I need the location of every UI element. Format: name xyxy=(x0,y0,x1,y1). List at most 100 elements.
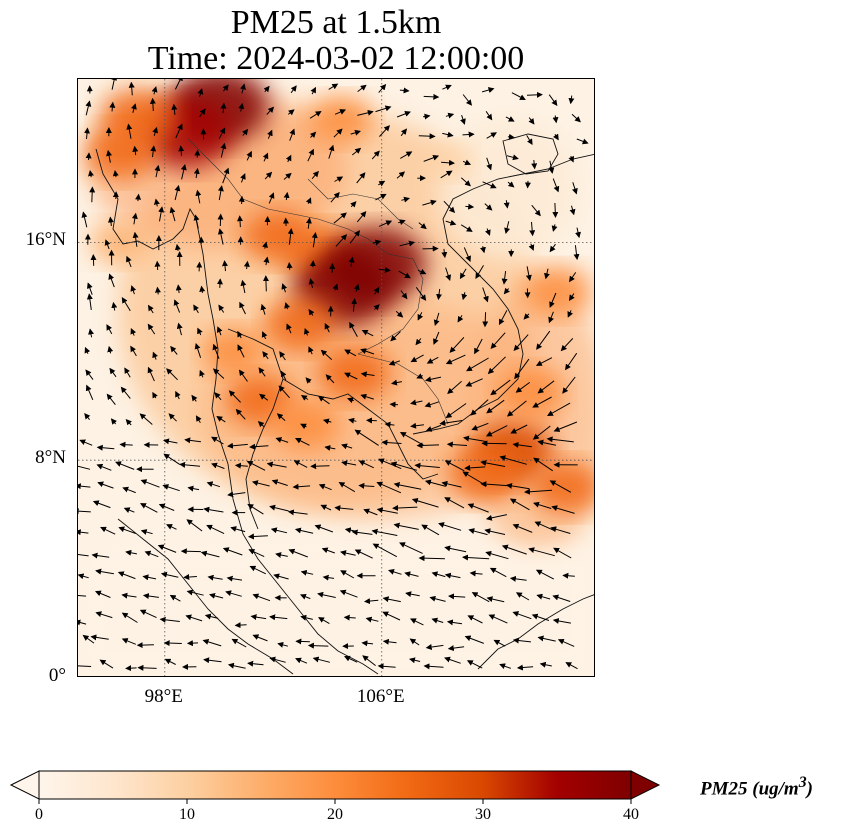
wind-arrow xyxy=(308,278,315,289)
wind-arrow xyxy=(106,149,113,163)
wind-arrow xyxy=(409,638,420,646)
wind-arrow xyxy=(532,425,551,440)
wind-arrow xyxy=(199,369,205,378)
wind-arrow xyxy=(321,547,335,554)
wind-arrow xyxy=(96,463,112,471)
wind-arrow xyxy=(304,327,310,336)
wind-arrow xyxy=(481,87,495,93)
wind-arrow xyxy=(263,256,270,266)
wind-arrow xyxy=(424,401,440,408)
wind-arrow xyxy=(314,524,334,533)
wind-arrow xyxy=(536,330,551,350)
wind-arrow xyxy=(441,248,448,259)
wind-arrow xyxy=(238,102,245,112)
wind-arrow xyxy=(106,324,113,335)
wind-arrow xyxy=(89,186,96,203)
wind-arrow xyxy=(349,321,358,337)
wind-arrow xyxy=(234,622,247,629)
wind-arrow xyxy=(307,148,314,162)
wind-arrow xyxy=(187,485,200,492)
map-title-line2: Time: 2024-03-02 12:00:00 xyxy=(147,40,525,77)
wind-arrow xyxy=(410,354,424,363)
latitude-label: 0° xyxy=(48,665,66,686)
wind-arrow xyxy=(227,442,248,449)
wind-arrow xyxy=(269,504,289,512)
wind-arrow xyxy=(147,304,154,314)
wind-arrow xyxy=(461,292,468,301)
wind-arrow xyxy=(535,569,555,580)
wind-arrow xyxy=(176,322,183,336)
wind-arrow xyxy=(445,403,467,419)
wind-arrow xyxy=(551,224,558,232)
wind-arrow xyxy=(324,444,336,451)
wind-arrow xyxy=(552,115,559,124)
wind-arrow xyxy=(335,234,348,247)
wind-arrow xyxy=(512,441,532,448)
wind-arrow xyxy=(275,552,288,558)
wind-arrow xyxy=(178,145,185,156)
map-panel[interactable] xyxy=(77,78,595,677)
wind-arrow xyxy=(174,184,181,201)
wind-arrow xyxy=(378,458,402,470)
wind-arrow xyxy=(78,508,91,515)
wind-arrow xyxy=(333,128,343,138)
wind-arrow xyxy=(147,366,155,382)
wind-arrow xyxy=(251,480,270,487)
wind-arrow xyxy=(110,418,117,425)
coastline-gulf-west xyxy=(227,328,284,530)
wind-arrow xyxy=(121,297,131,312)
wind-arrow xyxy=(457,315,464,323)
wind-arrow xyxy=(485,228,491,236)
wind-arrow xyxy=(572,182,578,195)
wind-arrow xyxy=(443,200,456,214)
wind-arrow xyxy=(376,507,398,514)
pm25-hotspot xyxy=(264,297,336,351)
wind-arrow xyxy=(548,311,554,324)
wind-arrow xyxy=(444,545,467,553)
wind-arrow xyxy=(524,488,553,495)
wind-arrow xyxy=(537,439,557,446)
wind-arrow xyxy=(95,611,113,619)
wind-arrow xyxy=(109,101,116,112)
wind-arrow xyxy=(109,367,117,378)
wind-arrow xyxy=(222,167,230,184)
wind-arrow xyxy=(344,372,358,380)
wind-arrow xyxy=(206,524,225,535)
wind-arrow xyxy=(475,265,484,279)
colorbar-extend-max xyxy=(630,770,661,800)
wind-arrow xyxy=(446,441,468,448)
wind-arrow xyxy=(569,205,576,216)
wind-arrow xyxy=(157,544,177,553)
wind-arrow xyxy=(200,550,220,558)
wind-arrow xyxy=(284,302,291,310)
wind-arrow xyxy=(252,593,271,602)
wind-arrow xyxy=(501,271,508,285)
pm25-hotspot xyxy=(447,445,523,502)
wind-arrow xyxy=(360,393,374,400)
wind-arrow xyxy=(486,399,505,414)
wind-arrow xyxy=(465,378,483,387)
wind-arrow xyxy=(84,346,91,354)
wind-arrow xyxy=(152,391,158,399)
wind-arrow xyxy=(523,313,530,320)
wind-arrow xyxy=(463,247,471,263)
wind-arrow xyxy=(391,379,402,386)
wind-arrow xyxy=(442,131,454,138)
wind-arrow xyxy=(546,436,574,443)
wind-arrow xyxy=(122,486,136,494)
wind-arrow xyxy=(571,113,581,123)
wind-arrow xyxy=(330,191,340,203)
wind-arrow xyxy=(400,290,408,300)
wind-arrow xyxy=(211,436,224,445)
wind-arrow xyxy=(193,214,200,229)
wind-arrow xyxy=(238,369,248,382)
wind-arrow xyxy=(318,617,330,625)
wind-arrow xyxy=(488,614,508,624)
wind-arrow xyxy=(243,260,250,270)
wind-arrow xyxy=(320,349,333,360)
wind-arrow xyxy=(334,109,347,115)
wind-arrow xyxy=(389,401,399,408)
wind-arrow xyxy=(576,138,589,145)
wind-arrow xyxy=(311,232,318,248)
wind-arrow xyxy=(197,88,204,97)
